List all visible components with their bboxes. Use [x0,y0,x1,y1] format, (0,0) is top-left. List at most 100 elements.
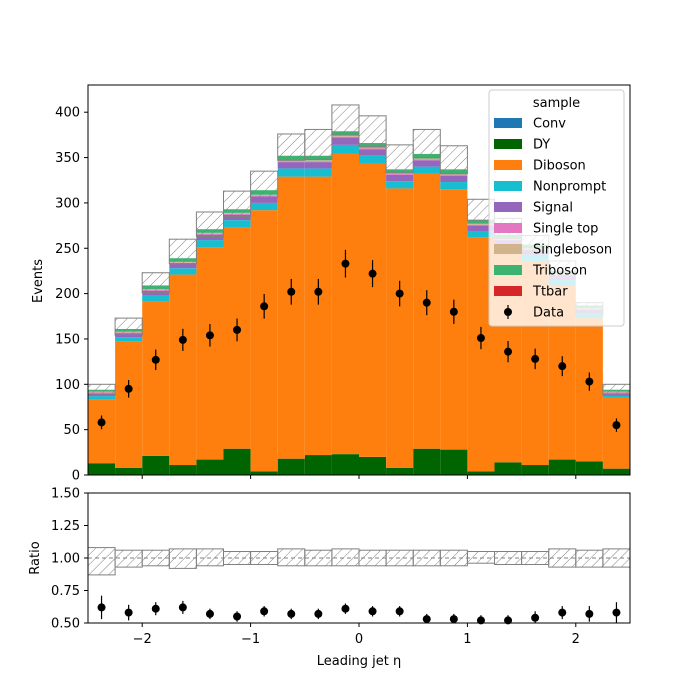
uncertainty-band [141,272,170,294]
uncertainty-band [385,144,414,174]
bar-nonprompt [467,231,495,238]
bar-signal [359,149,387,156]
bar-dy [277,458,305,475]
ratio-y-tick-label: 1.00 [51,552,80,567]
bar-single-top [277,161,305,163]
bar-nonprompt [142,295,170,302]
ratio-point [531,613,540,622]
data-point [612,421,621,430]
bar-single-top [467,224,495,226]
ratio-point [558,608,567,617]
bar-dy [494,462,522,475]
uncertainty-band [195,211,224,237]
x-tick-label: 0 [355,632,363,647]
legend-label-diboson: Diboson [533,159,586,174]
data-point [422,298,431,307]
legend-label-single-top: Single top [533,222,598,237]
bar-nonprompt [386,181,414,189]
bar-signal [440,175,468,183]
ratio-point [585,609,594,618]
ratio-y-tick-label: 0.50 [51,617,80,632]
legend-label-triboson: Triboson [532,264,587,279]
bar-dy [521,465,549,475]
legend-label-nonprompt: Nonprompt [533,180,606,195]
ratio-uncertainty-band [114,549,143,568]
data-point [585,377,594,386]
uncertainty-band [412,128,441,159]
ratio-uncertainty-band [277,548,306,567]
legend: sample Conv DY Diboson Nonprompt Signal Single… [488,89,625,327]
bar-nonprompt [304,168,332,177]
data-point [178,335,187,344]
legend-data-marker [504,308,512,316]
y-tick-label: 0 [72,469,80,484]
bar-dy [250,471,278,475]
bar-diboson [142,301,170,456]
ratio-point [395,607,404,616]
ratio-point [314,609,323,618]
x-tick-label: −1 [241,632,260,647]
bar-diboson [196,247,224,460]
bar-dy [602,468,630,475]
ratio-uncertainty-band [466,551,495,564]
data-point [287,287,296,296]
bar-nonprompt [115,337,143,342]
ratio-y-tick-label: 1.50 [51,487,80,502]
uncertainty-band [168,238,197,265]
bar-dy [304,455,332,475]
bar-nonprompt [169,268,197,275]
ratio-point [151,604,160,613]
bar-single-top [413,159,441,161]
legend-swatch-single-top [494,223,522,233]
x-tick-label: −2 [133,632,152,647]
data-point [124,384,133,393]
bar-dy [386,467,414,475]
ratio-point [233,612,242,621]
data-point [368,269,377,278]
data-point [205,331,214,340]
ratio-point [476,616,485,625]
ratio-point [612,608,621,617]
legend-swatch-signal [494,202,522,212]
y-tick-label: 250 [55,242,80,257]
bar-signal [250,196,278,203]
ratio-point [178,603,187,612]
bar-nonprompt [413,166,441,174]
data-point [233,325,242,334]
bar-diboson [88,399,116,464]
bar-diboson [115,341,143,468]
ratio-point [287,609,296,618]
bar-singleboson [467,223,495,225]
bar-dy [440,449,468,475]
ratio-uncertainty-band [195,548,224,567]
legend-label-data: Data [533,306,564,321]
bar-single-top [304,161,332,163]
bar-diboson [386,188,414,468]
ratio-point [422,615,431,624]
bar-nonprompt [277,168,305,177]
bar-signal [331,137,359,145]
x-tick-label: 1 [463,632,471,647]
legend-label-signal: Signal [533,201,573,216]
ratio-point [260,607,269,616]
bar-single-top [359,148,387,150]
legend-title: sample [533,96,580,111]
bar-nonprompt [223,220,251,228]
legend-swatch-conv [494,118,522,128]
ratio-point [205,609,214,618]
bar-signal [386,174,414,182]
y-axis-label: Events [31,259,46,303]
legend-label-conv: Conv [533,117,566,132]
legend-label-ttbar: Ttbar [532,285,568,300]
y-tick-label: 400 [55,106,80,121]
bar-dy [169,465,197,475]
y-tick-label: 50 [63,423,80,438]
bar-singleboson [413,158,441,160]
bar-single-top [440,174,468,176]
bar-dy [142,455,170,475]
bar-nonprompt [250,202,278,211]
uncertainty-band [223,190,252,218]
bar-single-top [386,173,414,175]
bar-signal [277,162,305,169]
legend-swatch-singleboson [494,244,522,254]
